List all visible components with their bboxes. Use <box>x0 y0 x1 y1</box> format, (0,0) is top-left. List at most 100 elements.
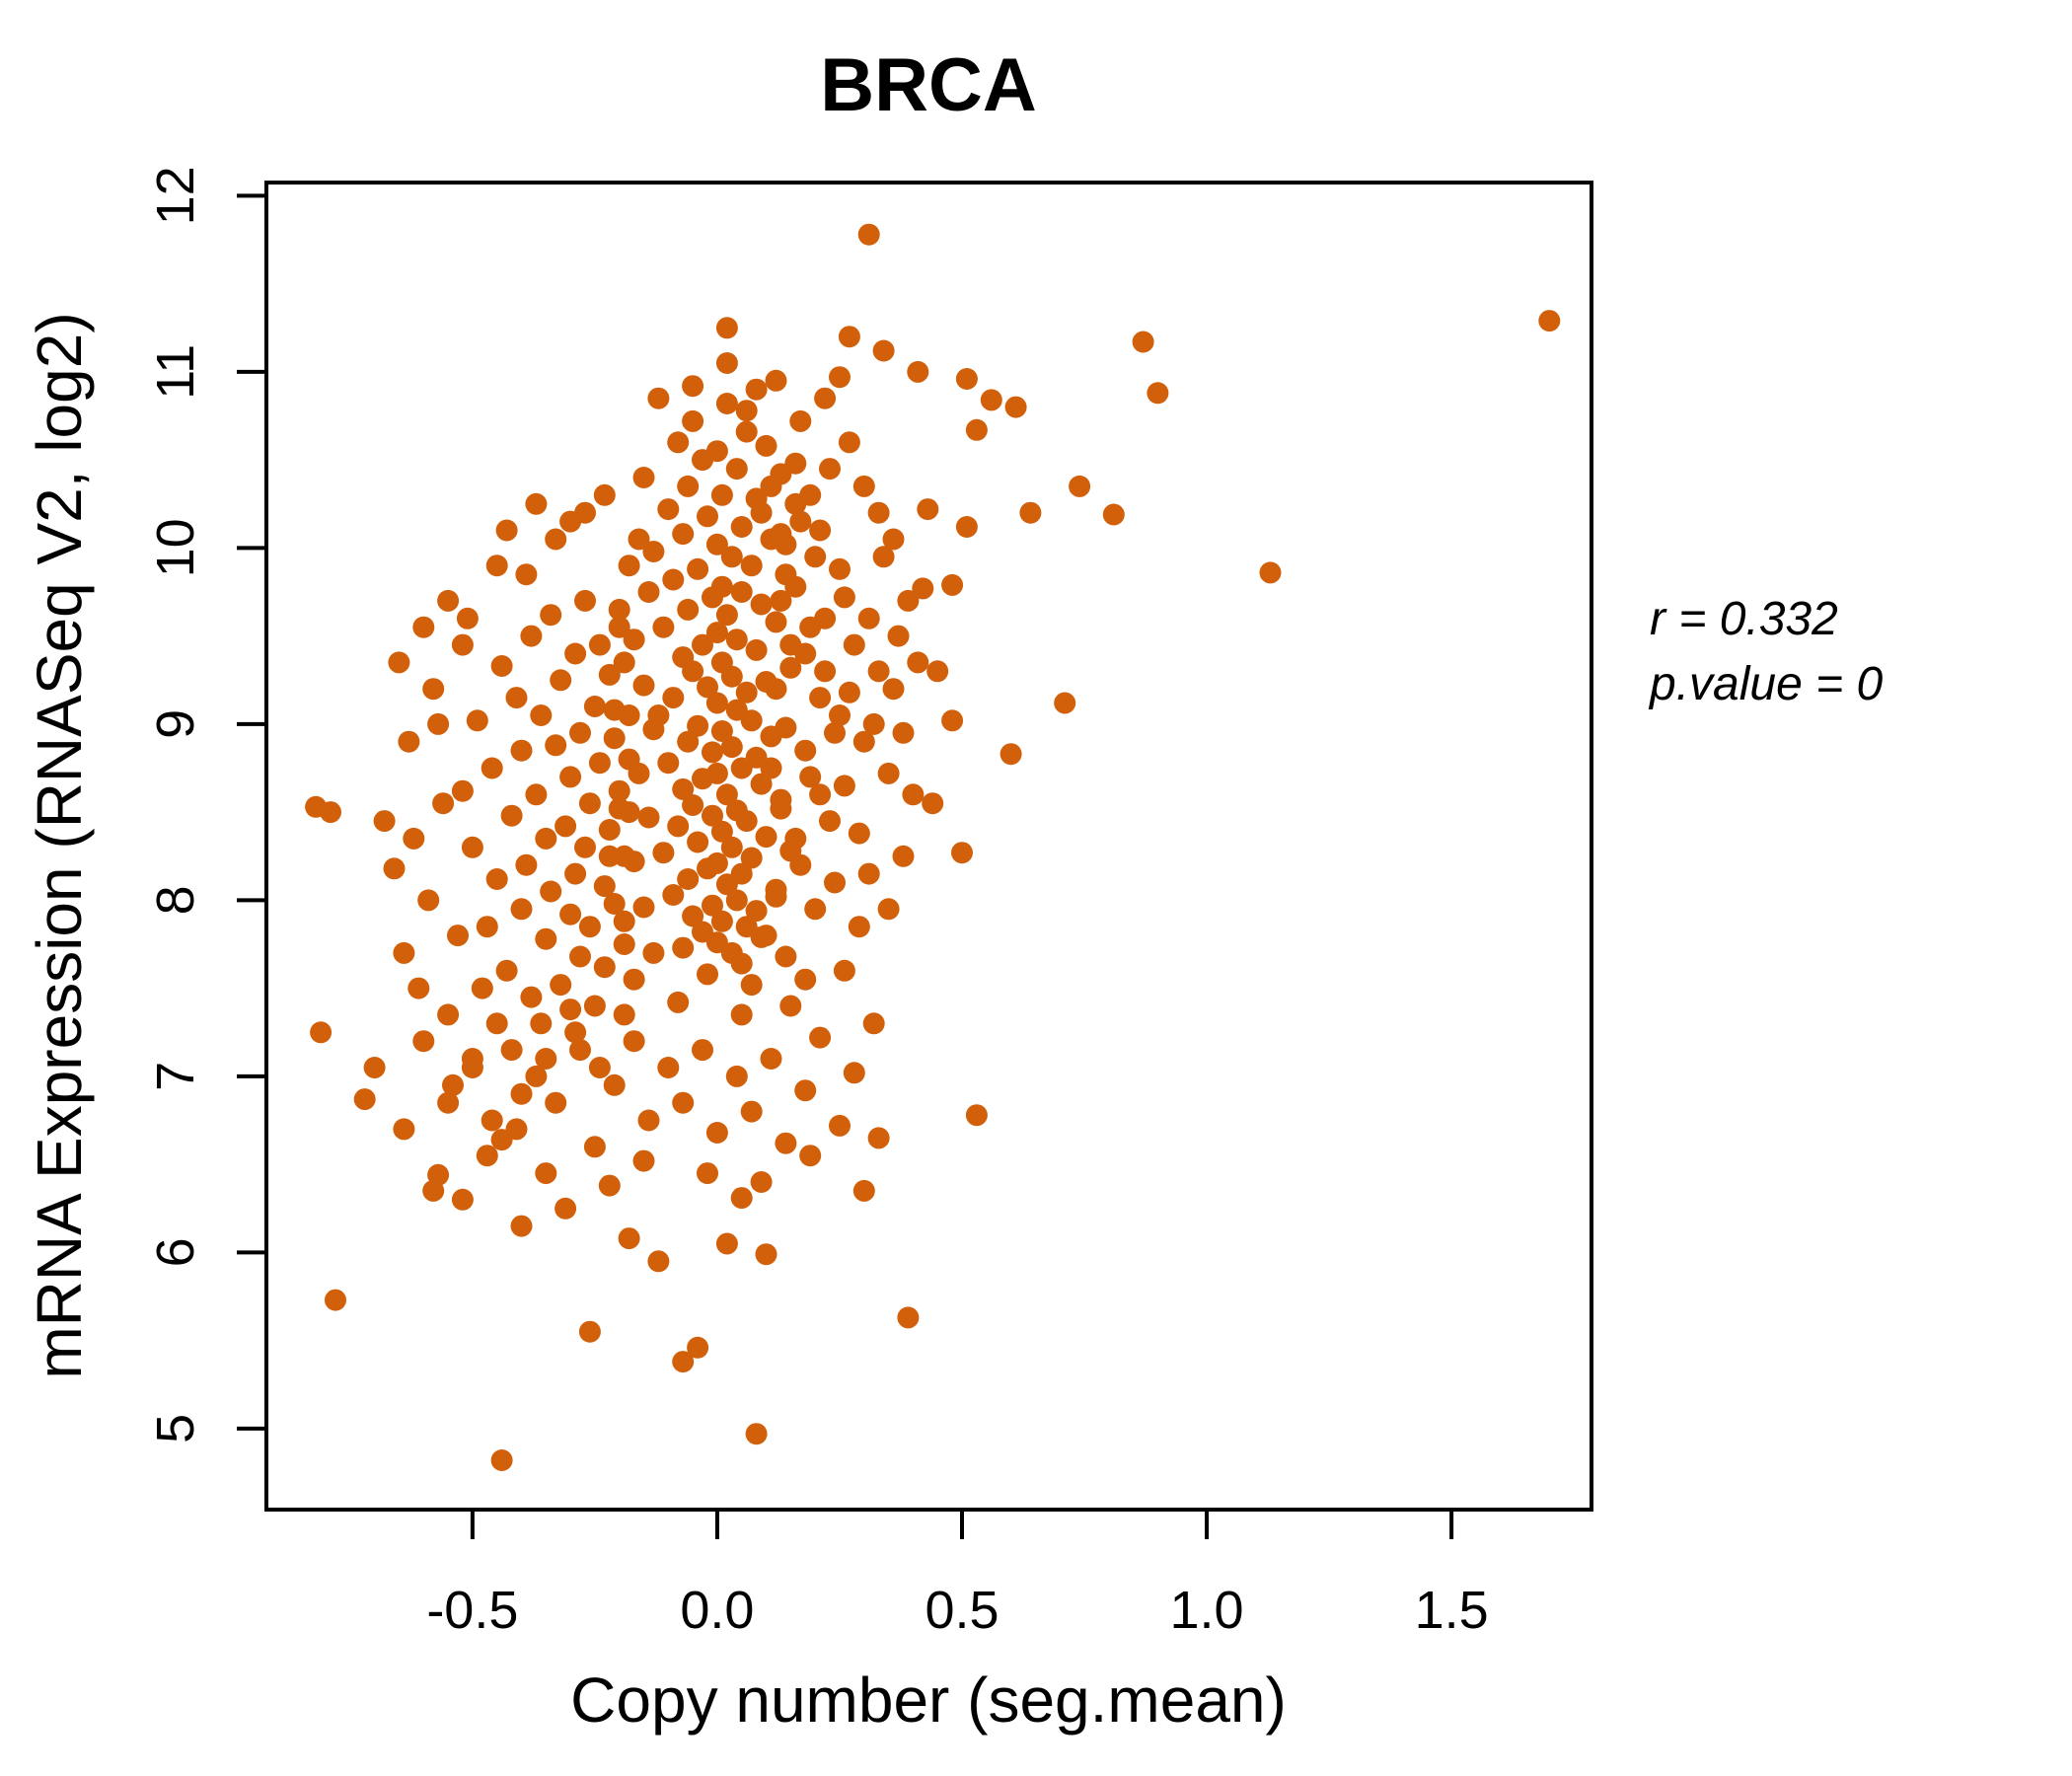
scatter-point <box>794 1079 817 1102</box>
scatter-point <box>559 903 582 925</box>
chart-title: BRCA <box>820 43 1037 127</box>
scatter-point <box>867 501 890 524</box>
scatter-point <box>471 977 493 999</box>
scatter-point <box>779 995 802 1017</box>
scatter-point <box>715 604 738 627</box>
scatter-point <box>725 1065 748 1087</box>
scatter-point <box>862 1012 885 1035</box>
scatter-point <box>383 857 406 880</box>
scatter-point <box>618 1227 640 1250</box>
scatter-point <box>720 546 743 568</box>
scatter-point <box>363 1057 386 1078</box>
scatter-point <box>770 797 792 820</box>
scatter-point <box>672 1091 695 1114</box>
scatter-point <box>740 709 763 732</box>
scatter-point <box>682 794 704 816</box>
scatter-point <box>907 360 929 383</box>
scatter-point <box>715 873 738 896</box>
scatter-point <box>672 777 695 800</box>
scatter-point <box>892 721 915 744</box>
x-tick-label: 1.5 <box>1415 1581 1489 1640</box>
scatter-point <box>393 941 415 964</box>
scatter-point <box>510 898 533 921</box>
scatter-point <box>745 638 768 661</box>
scatter-point <box>852 475 875 497</box>
pvalue-annotation: p.value = 0 <box>1648 658 1883 710</box>
scatter-point <box>564 862 587 885</box>
scatter-point <box>510 1082 533 1105</box>
scatter-point <box>647 1250 670 1273</box>
scatter-point <box>692 768 713 790</box>
scatter-point <box>588 752 611 775</box>
scatter-point <box>500 804 523 827</box>
scatter-point <box>682 905 704 927</box>
scatter-point <box>476 1145 498 1167</box>
scatter-point <box>882 528 905 551</box>
scatter-point <box>750 1171 773 1193</box>
scatter-point <box>647 387 670 409</box>
scatter-point <box>632 467 655 488</box>
scatter-point <box>755 826 777 849</box>
scatter-point <box>750 773 773 795</box>
scatter-point <box>603 1073 626 1096</box>
scatter-point <box>559 766 582 788</box>
scatter-point <box>417 889 440 912</box>
scatter-point <box>598 845 621 867</box>
scatter-point <box>481 757 503 779</box>
scatter-point <box>770 523 792 546</box>
scatter-point <box>941 573 964 596</box>
scatter-point <box>720 665 743 688</box>
scatter-point <box>535 827 557 850</box>
scatter-point <box>451 1188 474 1211</box>
scatter-point <box>1259 561 1282 584</box>
data-points <box>305 223 1561 1471</box>
scatter-point <box>593 875 616 898</box>
scatter-point <box>824 721 846 744</box>
scatter-point <box>662 687 685 709</box>
scatter-point <box>583 995 606 1017</box>
scatter-point <box>525 783 548 806</box>
scatter-point <box>760 757 782 779</box>
scatter-point <box>907 651 929 674</box>
scatter-point <box>672 523 695 546</box>
scatter-point <box>740 1100 763 1123</box>
scatter-point <box>637 581 660 603</box>
scatter-point <box>677 730 700 753</box>
scatter-point <box>775 716 797 739</box>
scatter-point <box>702 894 723 917</box>
scatter-point <box>672 1351 695 1373</box>
scatter-point <box>720 836 743 858</box>
scatter-point <box>583 1136 606 1158</box>
scatter-point <box>510 1215 533 1237</box>
scatter-point <box>540 880 562 903</box>
scatter-point <box>520 625 543 647</box>
scatter-point <box>755 1243 777 1266</box>
scatter-point <box>770 589 792 612</box>
scatter-point <box>784 575 807 598</box>
scatter-point <box>437 589 460 612</box>
scatter-point <box>437 1091 460 1114</box>
scatter-point <box>652 842 675 864</box>
scatter-point <box>833 775 855 797</box>
scatter-point <box>862 712 885 735</box>
scatter-point <box>578 1320 601 1343</box>
scatter-point <box>637 806 660 829</box>
scatter-point <box>750 593 773 616</box>
scatter-point <box>735 681 758 703</box>
scatter-point <box>951 842 973 864</box>
scatter-point <box>789 510 812 533</box>
correlation-annotation: r = 0.332 <box>1650 593 1838 645</box>
scatter-point <box>765 885 787 908</box>
scatter-point <box>877 762 900 784</box>
scatter-point <box>730 757 753 779</box>
scatter-point <box>451 779 474 802</box>
scatter-point <box>555 815 577 838</box>
scatter-point <box>829 704 851 726</box>
scatter-point <box>667 991 690 1013</box>
scatter-point <box>618 555 640 577</box>
y-tick-label: 6 <box>146 1237 205 1267</box>
scatter-point <box>838 326 860 348</box>
scatter-point <box>819 458 841 481</box>
scatter-point <box>412 616 435 638</box>
scatter-point <box>682 660 704 683</box>
